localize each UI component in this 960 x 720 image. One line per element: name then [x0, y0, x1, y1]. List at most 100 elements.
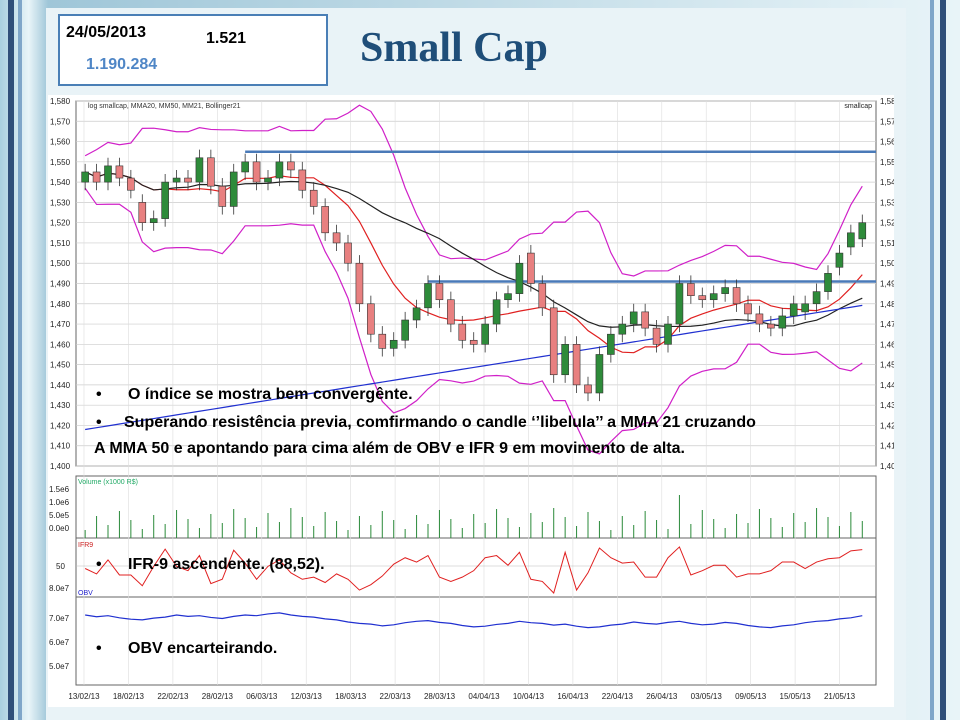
x-tick-label: 09/05/13	[735, 692, 767, 701]
x-tick-label: 04/04/13	[468, 692, 500, 701]
candle-body	[298, 169, 307, 191]
candle-body	[629, 311, 638, 325]
chart-legend: log smallcap, MMA20, MM50, MM21, Bolling…	[88, 103, 241, 110]
price-tick-left: 1,430	[50, 401, 71, 410]
bollinger-lower-line	[84, 187, 863, 455]
price-tick-right: 1,410	[880, 442, 894, 451]
price-tick-left: 1,540	[50, 178, 71, 187]
volume-tick: 5.0e5	[49, 511, 70, 520]
candle-body	[847, 232, 855, 248]
obv-tick: 6.0e7	[49, 638, 70, 647]
price-tick-right: 1,450	[880, 361, 894, 370]
chart-right-label: smallcap	[844, 103, 872, 110]
candle-body	[618, 323, 627, 335]
volume-value: 1.190.284	[86, 56, 158, 73]
candle-body	[515, 262, 524, 294]
candle-body	[412, 307, 421, 321]
candle-body	[401, 319, 409, 341]
candle-body	[549, 307, 558, 376]
x-tick-label: 12/03/13	[291, 692, 323, 701]
candle-body	[755, 313, 764, 325]
note-text-2: Superando resistência previa, comfirmand…	[124, 414, 756, 431]
obv-panel-label: OBV	[78, 590, 93, 597]
price-tick-left: 1,470	[50, 320, 71, 329]
candle-body	[172, 177, 181, 183]
candle-body	[287, 161, 295, 171]
candle-body	[675, 283, 684, 325]
volume-panel-label: Volume (x1000 R$)	[78, 479, 138, 486]
candle-body	[367, 303, 375, 335]
price-tick-right: 1,570	[880, 117, 894, 126]
price-tick-right: 1,580	[880, 97, 894, 106]
mm50-line	[84, 171, 863, 328]
candle-body	[607, 333, 615, 355]
mma21-line	[84, 171, 863, 354]
candle-body	[252, 161, 261, 183]
candle-body	[184, 177, 192, 183]
candle-body	[447, 299, 455, 325]
volume-tick: 1.5e6	[49, 485, 70, 494]
candle-body	[641, 311, 649, 329]
price-tick-right: 1,510	[880, 239, 894, 248]
price-tick-right: 1,520	[880, 219, 894, 228]
candle-body	[721, 287, 729, 294]
chart-area: 1,580 1,580 1,570 1,570 1,560 1,560 1,550 1,550…	[48, 95, 901, 707]
price-tick-left: 1,400	[50, 462, 71, 471]
price-tick-left: 1,560	[50, 138, 71, 147]
price-tick-left: 1,450	[50, 361, 71, 370]
candle-body	[378, 333, 387, 349]
note-bullet-3: • IFR-9 ascendente. (88,52).	[96, 556, 325, 573]
note-bullet-2b: A MMA 50 e apontando para cima além de O…	[94, 440, 685, 458]
candle-body	[264, 177, 272, 183]
candle-body	[595, 354, 604, 394]
x-tick-label: 28/03/13	[424, 692, 456, 701]
candle-body	[744, 303, 752, 315]
candle-body	[332, 232, 341, 244]
stock-chart: 1,580 1,580 1,570 1,570 1,560 1,560 1,550 1,550…	[49, 97, 901, 701]
mma20-line	[85, 304, 863, 431]
candle-body	[241, 161, 249, 173]
ifr-tick: 50	[56, 562, 65, 571]
x-tick-label: 22/04/13	[602, 692, 634, 701]
candle-body	[767, 323, 775, 329]
price-tick-right: 1,480	[880, 300, 894, 309]
x-tick-label: 16/04/13	[557, 692, 589, 701]
candle-body	[127, 177, 135, 191]
x-tick-label: 22/02/13	[157, 692, 189, 701]
candle-body	[275, 161, 284, 179]
candle-body	[321, 206, 329, 234]
candle-body	[138, 202, 147, 223]
price-tick-right: 1,500	[880, 259, 894, 268]
candle-body	[687, 283, 695, 296]
price-tick-left: 1,530	[50, 198, 71, 207]
x-tick-label: 18/03/13	[335, 692, 367, 701]
obv-tick: 8.0e7	[49, 584, 70, 593]
candle-body	[709, 293, 718, 301]
candle-body	[664, 323, 672, 345]
chart-panel-1	[75, 475, 877, 539]
price-tick-right: 1,400	[880, 462, 894, 471]
price-tick-right: 1,540	[880, 178, 894, 187]
price-tick-left: 1,520	[50, 219, 71, 228]
note-bullet-2: • Superando resistência previa, comfirman…	[96, 414, 756, 431]
frame-stripe-right	[940, 0, 946, 720]
note-bullet-4: • OBV encarteirando.	[96, 640, 278, 657]
candle-body	[732, 287, 741, 305]
price-tick-right: 1,470	[880, 320, 894, 329]
candle-body	[492, 299, 501, 325]
candle-body	[538, 283, 547, 309]
candle-body	[458, 323, 467, 341]
candle-body	[92, 171, 101, 183]
note-text-4: OBV encarteirando.	[128, 640, 278, 657]
x-tick-label: 28/02/13	[202, 692, 234, 701]
info-box: 24/05/2013 1.521 1.190.284	[58, 14, 328, 86]
ifr-line	[84, 546, 863, 594]
price-tick-left: 1,570	[50, 117, 71, 126]
x-tick-label: 21/05/13	[824, 692, 856, 701]
price-tick-right: 1,440	[880, 381, 894, 390]
price-tick-right: 1,550	[880, 158, 894, 167]
frame-stripe-right-2	[930, 0, 934, 720]
candle-body	[344, 242, 352, 264]
price-tick-left: 1,440	[50, 381, 71, 390]
candle-body	[355, 262, 364, 305]
